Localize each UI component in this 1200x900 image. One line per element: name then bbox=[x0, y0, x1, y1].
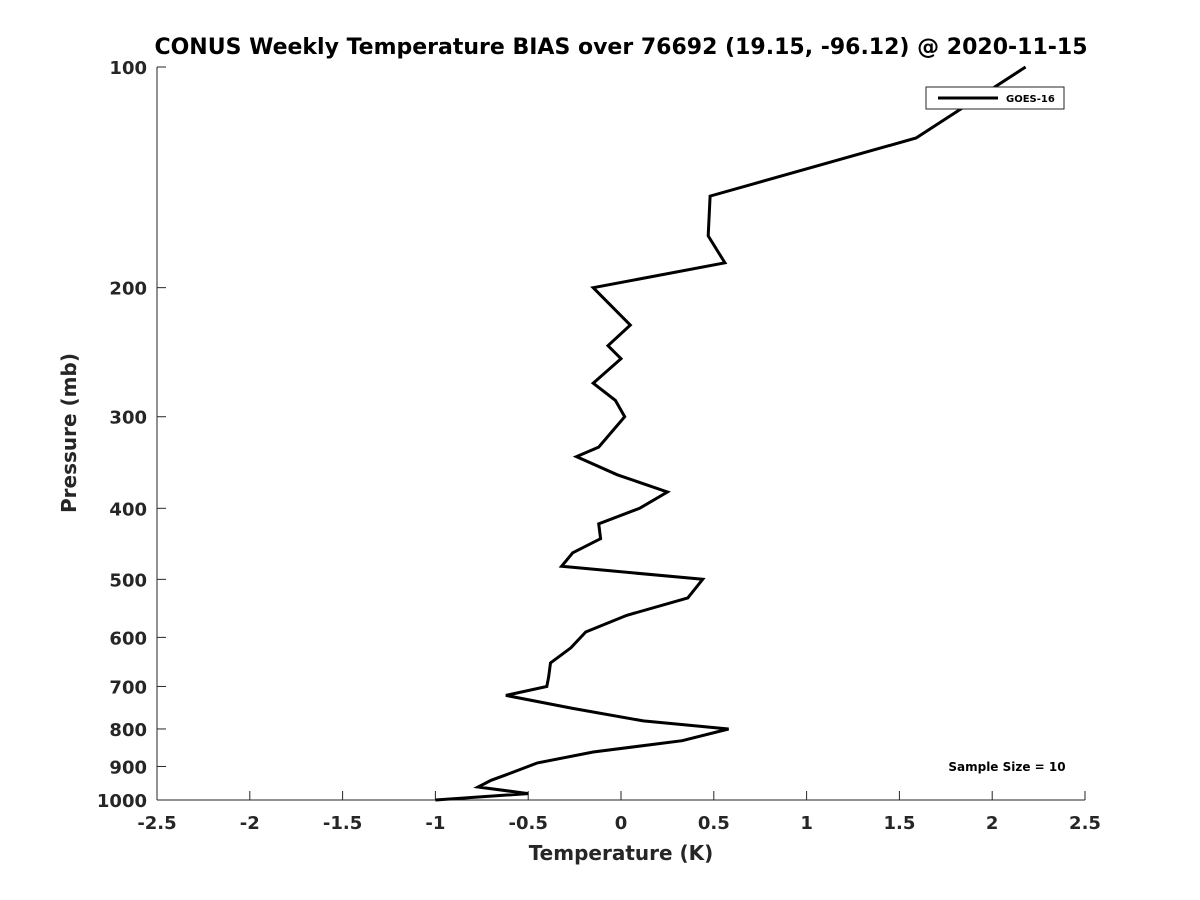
x-tick-label: 0 bbox=[615, 813, 628, 834]
legend: GOES-16 bbox=[925, 86, 1065, 110]
y-tick-label: 300 bbox=[109, 408, 147, 429]
x-tick-label: -2 bbox=[240, 813, 260, 834]
y-tick-label: 600 bbox=[109, 628, 147, 649]
y-tick-label: 200 bbox=[109, 279, 147, 300]
x-tick-label: 1 bbox=[800, 813, 813, 834]
x-tick-label: 0.5 bbox=[698, 813, 730, 834]
y-tick-label: 700 bbox=[109, 677, 147, 698]
ticks: -2.5 -2 -1.5 -1 -0.5 0 0.5 1 1.5 2 2.5 100 200 300 400… bbox=[97, 58, 1101, 834]
y-tick-label: 900 bbox=[109, 757, 147, 778]
y-tick-label: 400 bbox=[109, 499, 147, 520]
y-axis-label: Pressure (mb) bbox=[57, 353, 81, 513]
x-tick-label: -1 bbox=[425, 813, 445, 834]
x-tick-label: 2.5 bbox=[1069, 813, 1101, 834]
series-line-goes-16 bbox=[435, 65, 1027, 802]
sample-size-annotation: Sample Size = 10 bbox=[948, 760, 1065, 774]
x-tick-label: -1.5 bbox=[323, 813, 362, 834]
x-tick-label: -0.5 bbox=[509, 813, 548, 834]
x-tick-label: 2 bbox=[986, 813, 999, 834]
series bbox=[435, 65, 1027, 802]
y-tick-label: 500 bbox=[109, 570, 147, 591]
x-axis-label: Temperature (K) bbox=[529, 841, 714, 865]
x-tick-label: -2.5 bbox=[137, 813, 176, 834]
y-tick-label: 1000 bbox=[97, 791, 147, 812]
legend-label: GOES-16 bbox=[1006, 94, 1055, 105]
x-tick-label: 1.5 bbox=[883, 813, 915, 834]
chart-title: CONUS Weekly Temperature BIAS over 76692… bbox=[154, 35, 1087, 60]
y-tick-label: 800 bbox=[109, 720, 147, 741]
y-tick-label: 100 bbox=[109, 58, 147, 79]
